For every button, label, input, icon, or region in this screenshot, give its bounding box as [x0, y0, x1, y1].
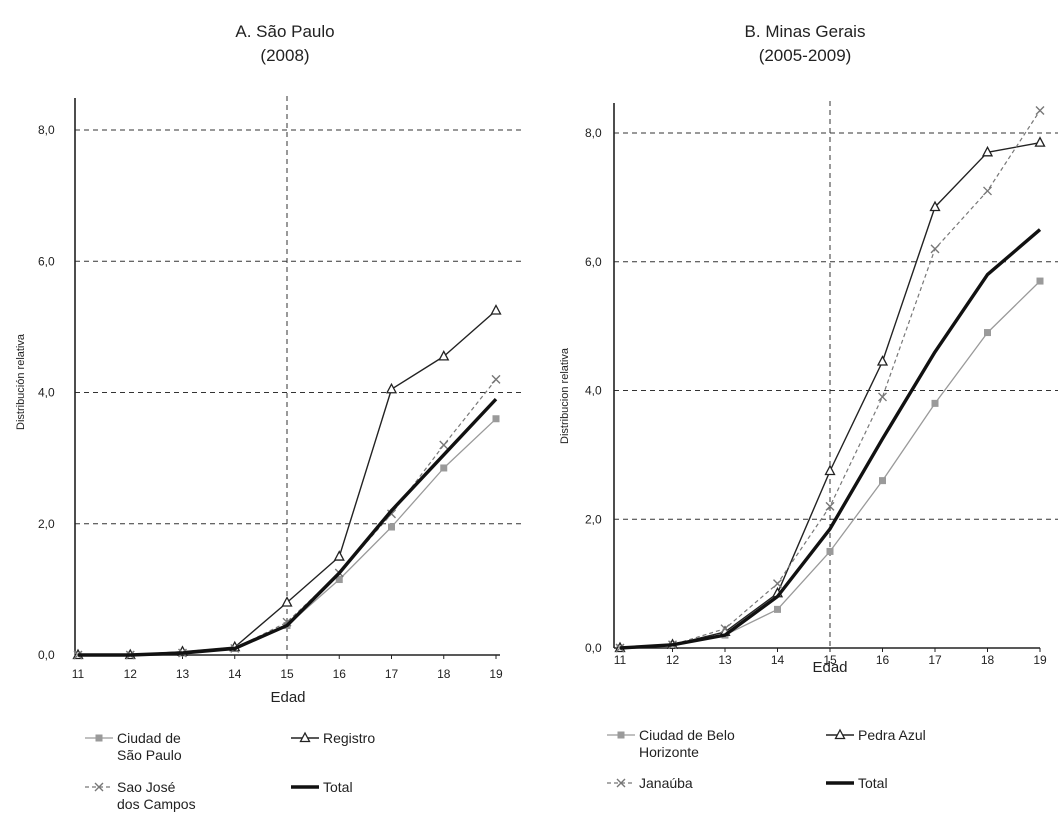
- panel-b-x-tick-label: 15: [823, 653, 837, 667]
- panel-b-y-tick-label: 2,0: [585, 512, 602, 526]
- panel-b-series-1-point: [876, 355, 889, 366]
- panel-b-series-1-point: [824, 464, 836, 476]
- panel-b-y-tick-label: 4,0: [585, 384, 602, 398]
- panel-a-y-tick-label: 0,0: [38, 648, 55, 662]
- panel-b-plot: 0,0 2,0 4,0 6,0 8,0 11 12 13 14 15 16 17 18 19: [585, 101, 1058, 667]
- panel-a-y-tick-label: 8,0: [38, 123, 55, 137]
- panel-a-legend-label-0: São Paulo: [117, 747, 182, 763]
- panel-a-title-line2: (2008): [260, 46, 309, 65]
- panel-b-series-0-point: [1036, 277, 1044, 285]
- panel-a-series-0-point: [388, 523, 395, 531]
- panel-b-legend-label-2: Janaúba: [639, 775, 693, 791]
- panel-b-series-2-point: [983, 186, 992, 196]
- panel-b-legend-label-1: Pedra Azul: [858, 727, 926, 743]
- panel-b-series-2-point: [1035, 105, 1045, 115]
- panel-a-y-tick-label: 2,0: [38, 517, 55, 531]
- panel-a-series-0-point: [440, 464, 448, 472]
- panel-b-title-line2: (2005-2009): [759, 46, 852, 65]
- panel-a-series-1-point: [333, 550, 345, 561]
- panel-a-series-0-point: [492, 415, 500, 423]
- panel-a-series-2-point: [439, 440, 449, 450]
- panel-b-y-tick-label: 6,0: [585, 255, 602, 269]
- panel-a-title-line1: A. São Paulo: [235, 22, 334, 41]
- panel-a-y-tick-label: 4,0: [38, 386, 55, 400]
- panel-b-x-tick-label: 17: [928, 653, 942, 667]
- panel-b-x-axis-label: Edad: [812, 659, 847, 676]
- panel-b-series-0-point: [984, 329, 991, 337]
- panel-b-legend-marker-2: [616, 778, 626, 788]
- panel-b-series-0-point: [931, 399, 939, 407]
- panel-b-series-2-point: [825, 501, 835, 511]
- panel-a-series-1-point: [281, 596, 293, 607]
- panel-a-x-tick-label: 12: [124, 667, 138, 681]
- panel-a-legend-marker-2: [94, 782, 104, 792]
- panel-a-series-1-point: [490, 304, 502, 315]
- panel-b-x-tick-label: 18: [981, 653, 995, 667]
- panel-b-x-tick-label: 11: [614, 653, 627, 667]
- panel-a-plot: 0,0 2,0 4,0 6,0 8,0 11 12 13 14 15 16 17 18 19: [38, 96, 522, 681]
- panel-b-y-tick-label: 8,0: [585, 126, 602, 140]
- panel-a-x-tick-label: 15: [280, 667, 294, 681]
- panel-a-series-1-point: [438, 350, 450, 361]
- panel-a-series-2-point: [491, 374, 501, 384]
- panel-b-series-2-line: [619, 110, 1041, 649]
- panel-a-legend-label-2: Sao José: [117, 779, 176, 795]
- panel-b-legend-marker-1: [834, 728, 846, 740]
- panel-b-legend-marker-0: [617, 731, 625, 739]
- panel-a-legend-marker-0: [95, 734, 103, 742]
- panel-b-series-1-point: [1034, 136, 1046, 147]
- panel-a-x-tick-label: 18: [437, 667, 451, 681]
- panel-b-series-2-point: [878, 392, 887, 402]
- panel-b-series-1-point: [981, 145, 994, 157]
- panel-a-legend-label-2: dos Campos: [117, 796, 196, 812]
- panel-b-legend-label-0: Horizonte: [639, 744, 699, 760]
- panel-a-legend-label-0: Ciudad de: [117, 730, 181, 746]
- panel-a-x-tick-label: 17: [385, 667, 399, 681]
- panel-b-x-tick-label: 12: [666, 653, 680, 667]
- panel-a-y-tick-label: 6,0: [38, 254, 55, 268]
- panel-a-legend-label-1: Registro: [323, 730, 375, 746]
- panel-a-series-1-point: [385, 382, 398, 394]
- panel-b-x-tick-label: 16: [876, 653, 890, 667]
- panel-a-series-2-line: [78, 379, 497, 656]
- panel-a-x-tick-label: 14: [228, 667, 242, 681]
- panel-b-legend-label-3: Total: [858, 775, 888, 791]
- panel-a-legend-label-3: Total: [323, 779, 353, 795]
- panel-a-x-axis-label: Edad: [270, 689, 305, 706]
- panel-b-y-axis-label: Distribucion relativa: [559, 347, 571, 444]
- panel-a-series-3-line: [78, 397, 498, 657]
- panel-a-x-tick-label: 19: [489, 667, 503, 681]
- panel-b-legend-label-0: Ciudad de Belo: [639, 727, 735, 743]
- panel-a-y-axis-label: Distribución relativa: [15, 333, 27, 430]
- panel-b-series-2-point: [930, 244, 940, 254]
- panel-a-x-tick-label: 16: [333, 667, 347, 681]
- panel-b-series-1-point: [929, 200, 941, 212]
- panel-b-series-0-point: [826, 547, 834, 555]
- panel-b-series-3-line: [619, 228, 1042, 650]
- panel-b-series-0-point: [879, 477, 886, 485]
- panel-b-series-2-point: [773, 579, 782, 589]
- panel-a-legend-marker-1: [299, 731, 311, 743]
- panel-b-title-line1: B. Minas Gerais: [745, 22, 866, 41]
- panel-a-x-tick-label: 13: [176, 667, 190, 681]
- panel-b-x-tick-label: 13: [718, 653, 732, 667]
- panel-b-y-tick-label: 0,0: [585, 641, 602, 655]
- panel-b-x-tick-label: 19: [1033, 653, 1047, 667]
- panel-a-x-tick-label: 11: [72, 667, 85, 681]
- panel-b-series-0-point: [774, 605, 781, 613]
- panel-a-series-0-point: [335, 576, 343, 584]
- panel-b-x-tick-label: 14: [771, 653, 785, 667]
